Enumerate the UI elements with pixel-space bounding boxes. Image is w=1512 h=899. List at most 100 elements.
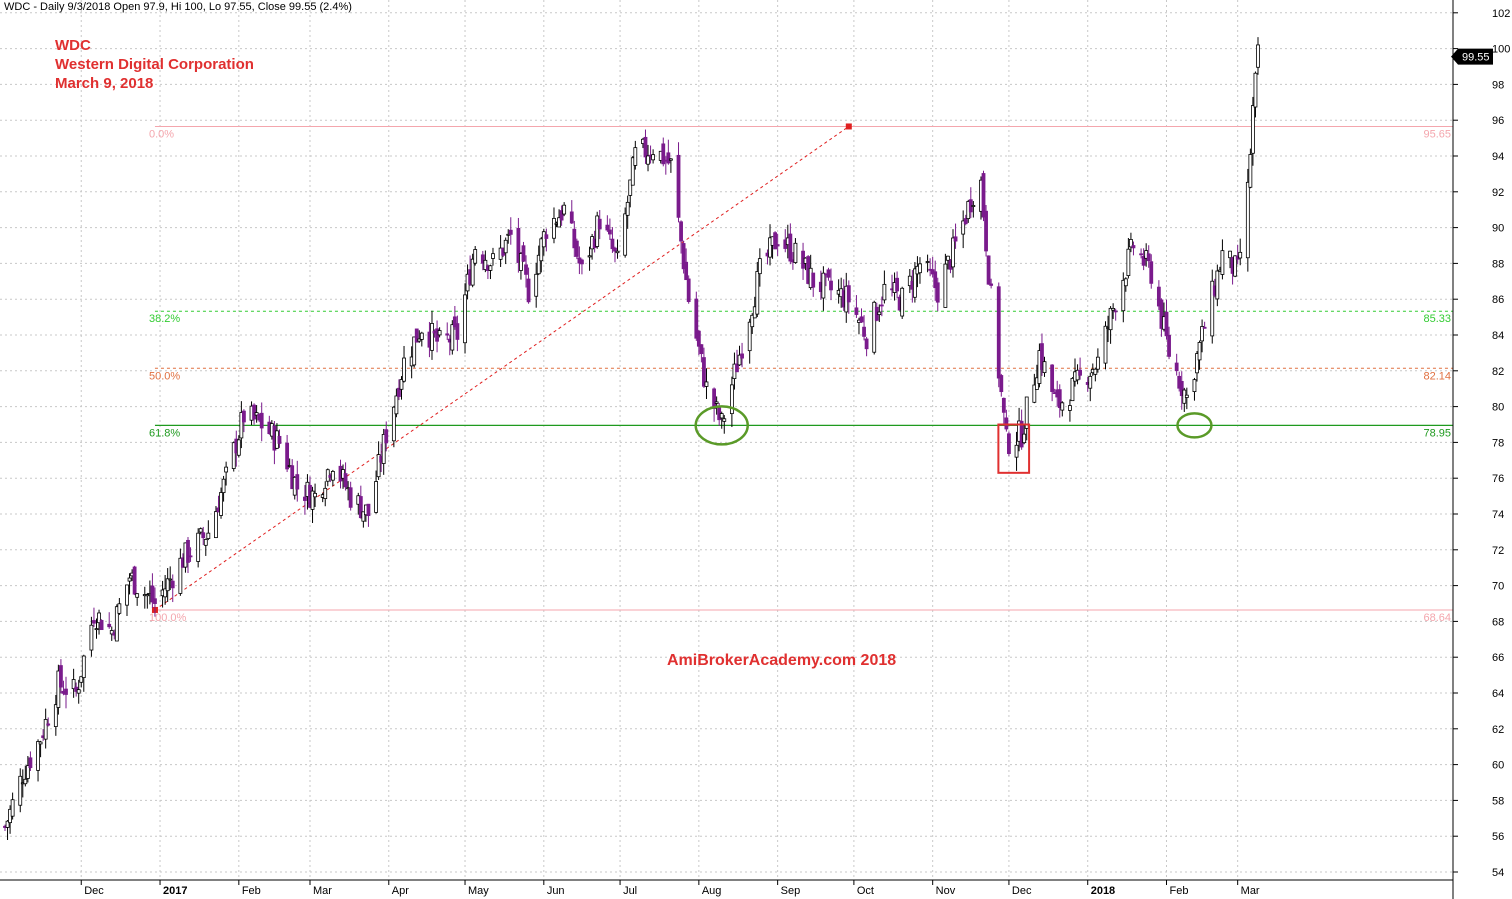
candle-body [178,557,183,594]
y-tick-label: 60 [1492,760,1504,772]
candle [483,250,488,273]
candle [524,255,528,288]
candle-body [201,532,206,539]
candle [1129,232,1133,253]
candle [391,405,396,448]
candle-body [630,157,635,186]
candle [981,170,986,222]
candle-body [666,152,671,164]
candle-body [605,224,610,231]
candle-body [539,238,544,262]
candle-body [516,227,521,263]
candle [684,248,689,281]
candle [1121,272,1126,323]
candle-body [46,723,51,726]
candle-body [53,704,58,727]
candle-body [437,330,442,336]
candle-body [595,215,600,247]
candle-body [1129,239,1133,248]
candle [925,254,930,273]
fib-value-label: 68.64 [1423,612,1451,624]
candle-body [907,275,912,287]
candle [473,246,478,266]
candle [53,694,58,736]
candle [206,520,211,541]
candle [221,475,226,502]
candle [971,201,976,218]
candle-body [1139,253,1143,256]
candle [686,275,691,304]
candle-body [559,210,564,221]
x-tick-label: Sep [781,885,801,897]
candle [295,460,300,502]
candle [912,262,917,303]
candle-body [793,242,798,263]
candle-body [412,336,417,366]
candle [996,282,1001,388]
x-tick-label: May [468,885,489,897]
candle [829,268,833,301]
candle [951,229,955,278]
candle [986,255,991,285]
candle [1032,373,1037,404]
candle-body [704,381,709,387]
candle [384,421,389,452]
candle [28,751,33,771]
candle [92,607,96,627]
candle [163,575,168,605]
candle [201,526,206,546]
x-tick-label: Oct [857,885,874,897]
candle [788,223,793,265]
candle-body [135,593,140,598]
candle [628,179,633,208]
y-tick-label: 98 [1492,79,1504,91]
candle [943,253,948,308]
candle-body [1113,310,1118,313]
candle-body [508,229,513,235]
candle-body [38,741,43,745]
candle-body [1001,397,1006,413]
candle [508,217,513,245]
candle-body [25,765,30,779]
candle [882,270,887,304]
candle [737,345,742,366]
candle-body [699,344,704,355]
candle [661,137,666,167]
candle-body [168,578,173,581]
company-label: Western Digital Corporation [55,56,254,73]
candle-body [986,255,991,285]
candle [694,291,699,341]
candle [1156,280,1161,311]
candle [559,205,564,226]
candle [935,277,940,312]
candle [186,537,190,574]
candle [580,258,584,275]
candle [1179,371,1184,410]
candle [252,403,256,425]
candle-body [402,357,406,382]
candle-body [1174,362,1179,372]
candle-body [829,280,833,291]
candle-body [1251,105,1255,154]
candle-body [646,155,650,165]
candle-body [491,253,495,259]
candle [81,654,86,692]
candle-body [1070,377,1075,402]
candle-body [1078,369,1082,376]
candle-body [445,333,450,336]
y-tick-label: 82 [1492,366,1504,378]
candle [236,435,241,458]
candle-body [1141,256,1146,266]
candle-body [384,429,389,444]
candle [153,587,157,617]
candle [963,214,968,226]
candle-body [775,244,780,247]
y-tick-label: 100 [1492,44,1510,56]
candle [1195,351,1199,382]
candle-body [366,503,371,517]
candle [142,586,147,609]
candle [1253,71,1258,118]
candle [1256,37,1260,75]
candle [679,220,683,254]
candle-body [203,539,208,546]
